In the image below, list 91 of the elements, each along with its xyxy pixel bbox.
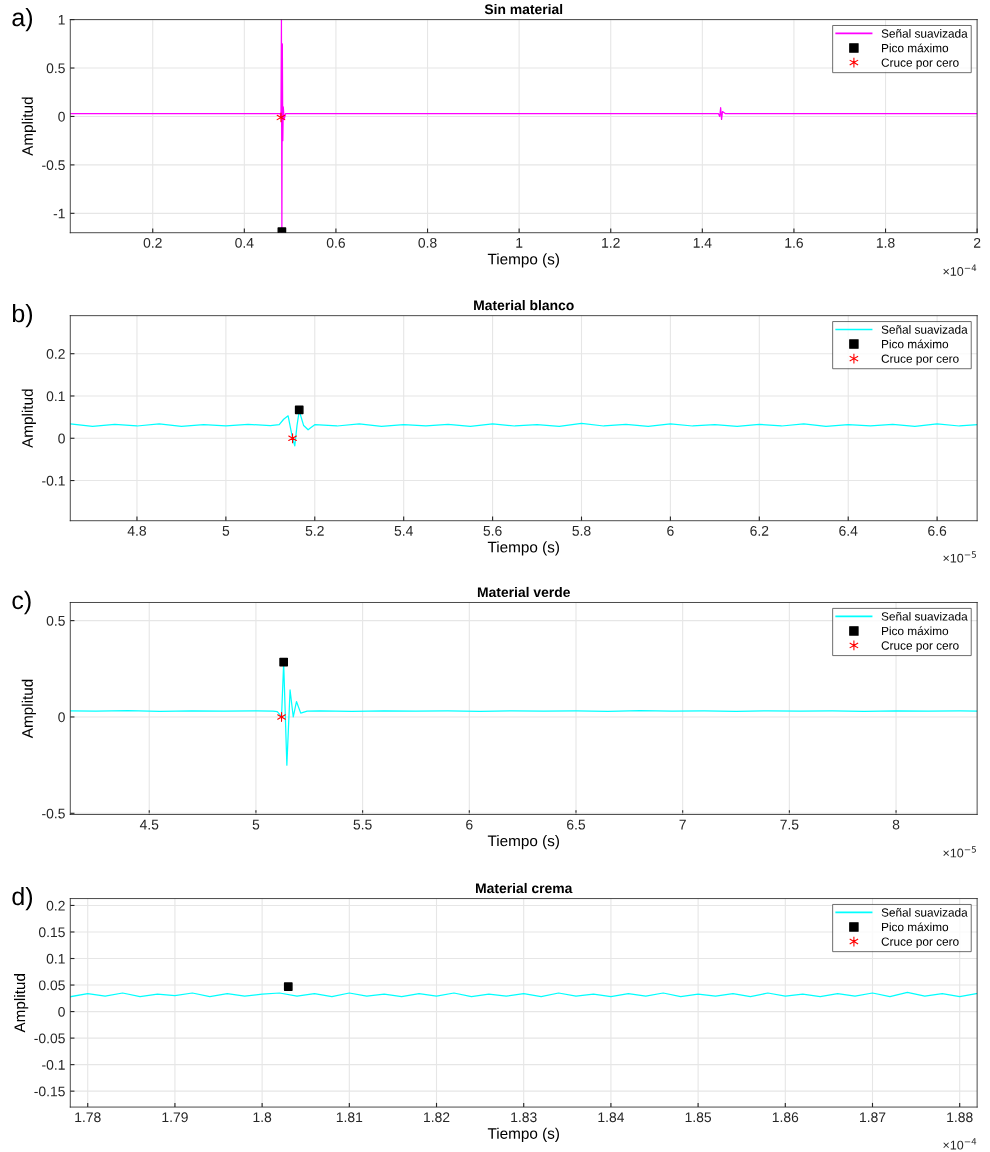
text: ×10$^{−5}$ <box>943 846 976 858</box>
text: ×10$^{−5}$ <box>943 551 976 563</box>
x-tick-label: 1.82 <box>424 1112 450 1123</box>
x-tick-label: 1.86 <box>772 1112 799 1123</box>
y-tick-label: 0.5 <box>46 63 65 74</box>
y-axis-title: Amplitud <box>13 974 29 1033</box>
y-tick-label: -0.5 <box>42 808 65 819</box>
legend-label: Señal suavizada <box>881 611 968 621</box>
x-tick-label: 0.6 <box>326 237 345 248</box>
x-tick-label: 5.2 <box>305 525 324 536</box>
legend-label: Cruce por cero <box>881 58 959 70</box>
y-tick-label: 0.15 <box>38 927 65 938</box>
x-tick-label: 6.2 <box>750 525 769 536</box>
legend-label: Cruce por cero <box>881 641 959 653</box>
x-tick-label: 1.81 <box>336 1112 363 1123</box>
y-tick-label: -0.1 <box>42 475 65 486</box>
legend-label: Pico máximo <box>882 922 949 932</box>
legend-label: Señal suavizada <box>881 908 968 917</box>
x-tick-label: 1.2 <box>602 237 620 248</box>
legend-label: Cruce por cero <box>881 937 959 949</box>
x-tick-label: 7 <box>679 819 686 830</box>
x-tick-label: 1.88 <box>947 1112 973 1123</box>
chart-title: Sin material <box>484 3 563 15</box>
x-tick-label: 5.6 <box>483 525 502 536</box>
y-tick-label: -0.05 <box>34 1033 65 1044</box>
x-tick-label: 8 <box>892 819 900 830</box>
x-tick-label: 5.5 <box>353 819 372 830</box>
y-tick-label: -0.1 <box>42 1059 65 1070</box>
x-tick-label: 1.78 <box>75 1112 101 1123</box>
y-tick-label: 0.5 <box>46 615 65 626</box>
legend-label: Pico máximo <box>882 626 949 636</box>
x-axis-title: Tiempo (s) <box>487 1127 559 1142</box>
legend-label: Pico máximo <box>882 339 949 349</box>
x-tick-label: 7.5 <box>780 819 799 830</box>
x-tick-label: 5.8 <box>572 525 591 536</box>
x-tick-label: 4.5 <box>139 819 159 830</box>
y-axis-title: Amplitud <box>21 389 36 448</box>
x-tick-label: 4.8 <box>127 525 147 536</box>
text: d) <box>12 886 33 911</box>
y-tick-label: 0.2 <box>46 900 65 911</box>
chart-title: Material crema <box>476 882 573 894</box>
chart-title: Material verde <box>477 586 570 598</box>
x-tick-label: 5 <box>222 526 230 536</box>
x-axis-title: Tiempo (s) <box>487 835 559 850</box>
text: b) <box>12 304 33 328</box>
y-axis-title: Amplitud <box>21 679 36 739</box>
x-tick-label: 5.4 <box>394 526 413 536</box>
x-tick-label: 1.84 <box>598 1112 625 1123</box>
x-tick-label: 6 <box>466 819 473 830</box>
x-tick-label: 1.6 <box>785 237 803 248</box>
x-tick-label: 6.6 <box>928 525 947 536</box>
x-tick-label: 1.8 <box>876 237 895 248</box>
y-tick-label: -0.5 <box>42 160 65 171</box>
x-tick-label: 0.2 <box>143 237 162 248</box>
y-tick-label: 0.1 <box>46 391 65 402</box>
text: ×10$^{−4}$ <box>943 1138 977 1150</box>
y-tick-label: 0 <box>58 712 65 723</box>
legend-label: Pico máximo <box>882 43 949 53</box>
x-tick-label: 1.8 <box>253 1112 272 1123</box>
x-axis-title: Tiempo (s) <box>487 541 559 556</box>
x-tick-label: 6.5 <box>567 819 586 830</box>
chart-title: Material blanco <box>474 300 574 311</box>
y-tick-label: 0.1 <box>46 953 65 964</box>
y-tick-label: 1 <box>58 15 65 25</box>
x-tick-label: 1.87 <box>860 1112 886 1123</box>
legend-label: Cruce por cero <box>881 354 959 366</box>
y-tick-label: 0.05 <box>38 980 65 991</box>
text: c) <box>12 590 31 615</box>
x-tick-label: 1.85 <box>685 1112 712 1123</box>
y-tick-label: 0 <box>58 1006 65 1017</box>
text: a) <box>12 7 33 32</box>
x-tick-label: 1.4 <box>693 238 712 248</box>
y-tick-label: -0.15 <box>34 1086 65 1097</box>
x-tick-label: 1 <box>516 238 523 248</box>
legend-label: Señal suavizada <box>881 325 968 334</box>
legend-label: Señal suavizada <box>881 29 968 38</box>
x-tick-label: 6 <box>667 525 674 536</box>
x-tick-label: 0.8 <box>418 237 437 248</box>
x-tick-label: 0.4 <box>235 237 254 248</box>
x-tick-label: 5 <box>252 819 260 830</box>
y-tick-label: 0.2 <box>46 349 65 359</box>
y-tick-label: -1 <box>53 208 65 219</box>
x-tick-label: 1.83 <box>511 1112 537 1123</box>
text: ×10$^{−4}$ <box>943 264 977 276</box>
y-axis-title: Amplitud <box>21 97 36 156</box>
x-tick-label: 6.4 <box>839 525 858 536</box>
x-tick-label: 2 <box>973 237 981 248</box>
x-axis-title: Tiempo (s) <box>487 253 559 268</box>
y-tick-label: 0 <box>58 433 65 444</box>
x-tick-label: 1.79 <box>162 1112 188 1123</box>
y-tick-label: 0 <box>58 111 65 122</box>
